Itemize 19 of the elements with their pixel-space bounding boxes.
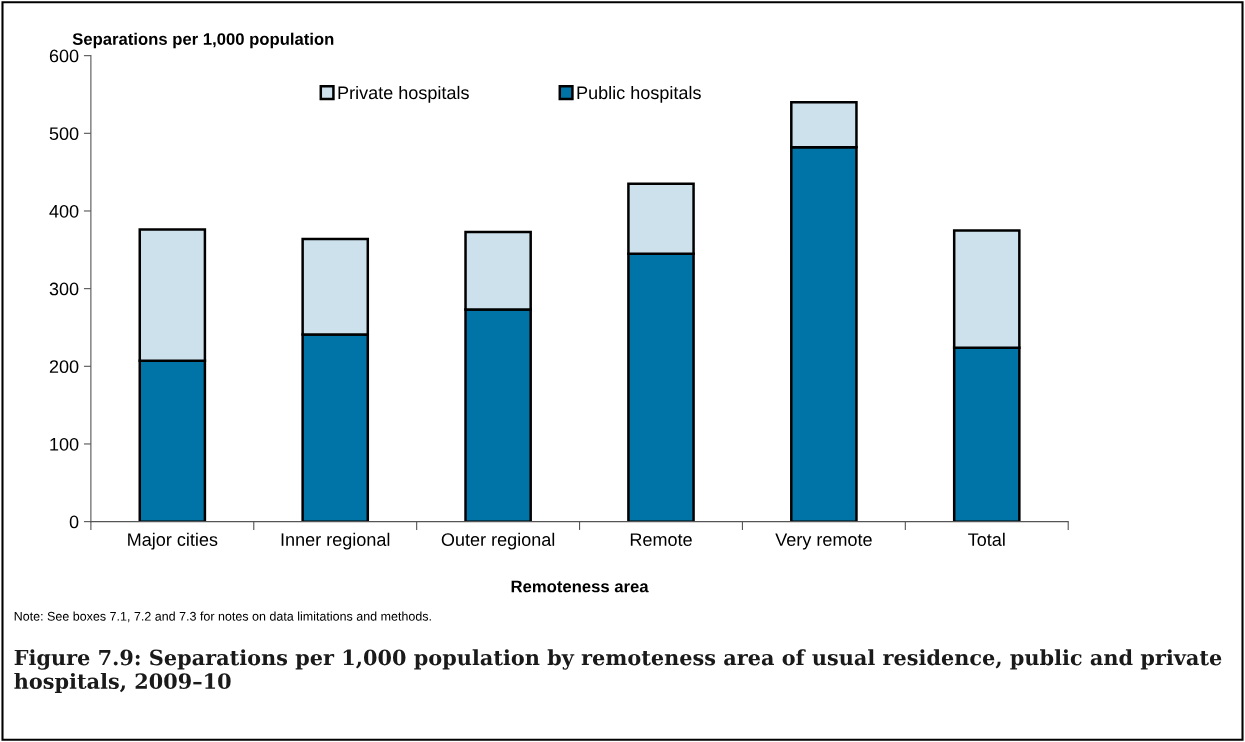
legend-label: Private hospitals bbox=[338, 85, 469, 103]
x-axis-title: Remoteness area bbox=[511, 580, 649, 593]
x-tick-label: Major cities bbox=[128, 532, 218, 550]
legend-label: Public hospitals bbox=[577, 85, 701, 103]
y-tick-label: 0 bbox=[69, 515, 79, 529]
text: Note: See boxes 7.1, 7.2 and 7.3 for notes on data limitations and methods. bbox=[14, 611, 431, 623]
y-tick-label: 100 bbox=[50, 437, 79, 451]
y-tick-label: 300 bbox=[49, 282, 79, 296]
text: Figure 7.9: Separations per 1,000 population by remoteness area of usual residence, public and private hospitals, 2009–10 bbox=[14, 649, 1222, 694]
x-tick-label: Total bbox=[968, 532, 1005, 546]
y-axis-title: Separations per 1,000 population bbox=[72, 32, 334, 49]
x-tick-label: Inner regional bbox=[281, 532, 390, 550]
x-tick-label: Outer regional bbox=[441, 532, 555, 550]
y-tick-label: 600 bbox=[49, 49, 79, 63]
x-tick-label: Remote bbox=[630, 533, 692, 546]
y-tick-label: 200 bbox=[49, 360, 79, 374]
y-tick-label: 500 bbox=[49, 127, 79, 141]
y-tick-label: 400 bbox=[49, 204, 79, 218]
x-tick-label: Very remote bbox=[775, 533, 872, 550]
